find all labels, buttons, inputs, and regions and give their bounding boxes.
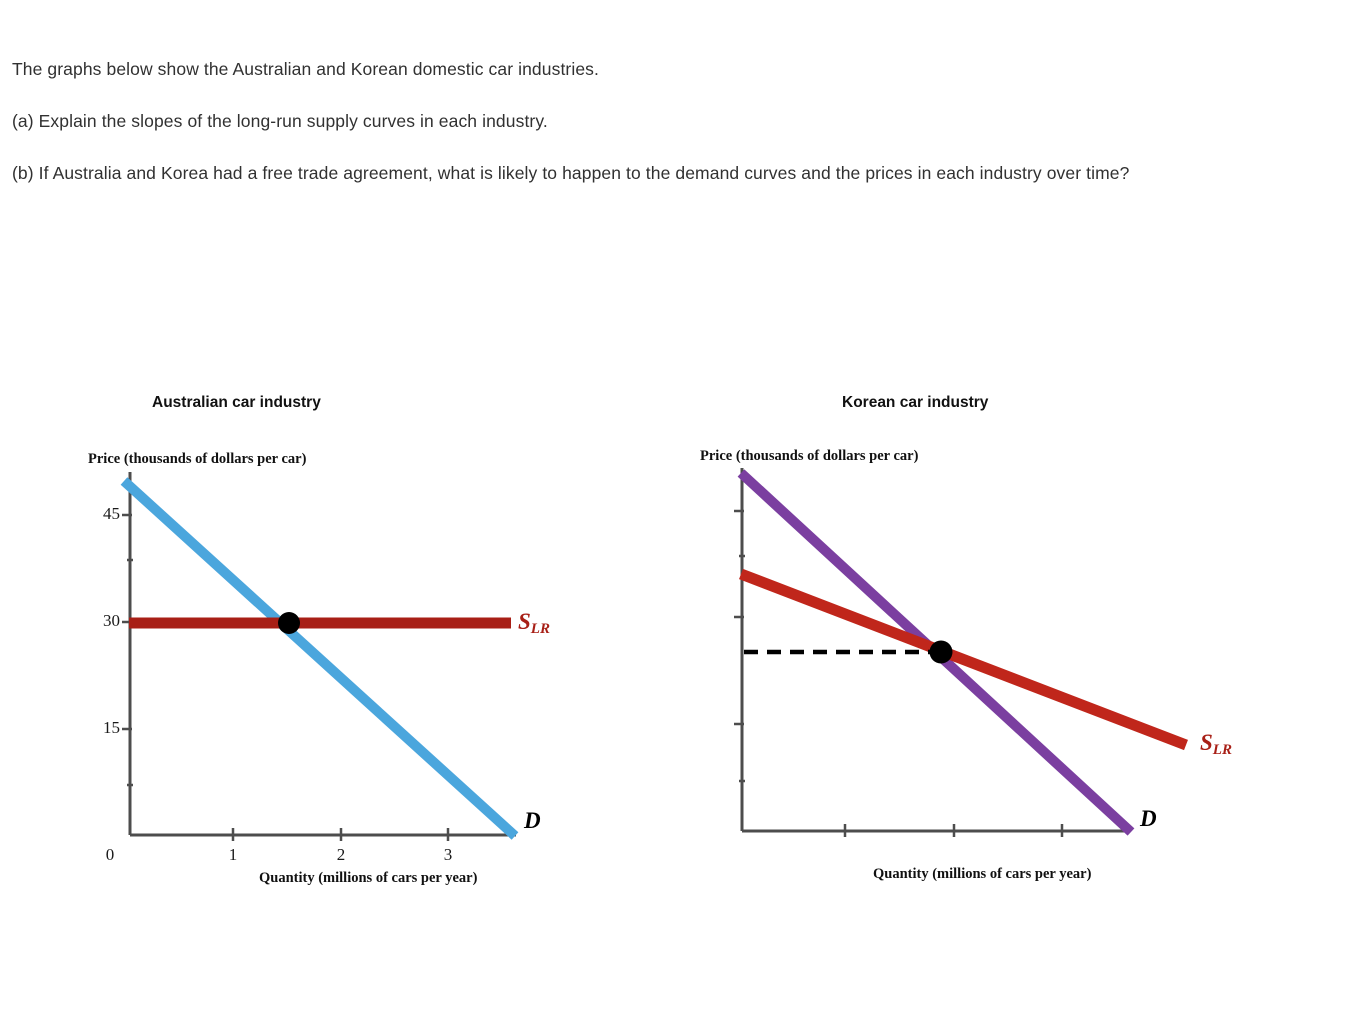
y-tick-label-30-australian: 30 [103,611,120,630]
demand-curve-australian [120,477,519,840]
chart-panel-australian: Australian car industry Price (thousands… [0,0,660,1028]
demand-curve-label-korean: D [1140,806,1157,831]
supply-label-sub-australian: LR [530,621,550,637]
x-axis-title-australian: Quantity (millions of cars per year) [259,870,478,886]
y-axis-title-korean: Price (thousands of dollars per car) [700,448,919,464]
supply-label-sub-korean: LR [1212,742,1232,758]
equilibrium-dot-korean [929,640,953,664]
y-tick-label-45-australian: 45 [103,504,120,523]
y-axis-title-australian: Price (thousands of dollars per car) [88,451,307,467]
x-axis-title-korean: Quantity (millions of cars per year) [873,866,1092,882]
x-tick-label-2-australian: 2 [336,845,346,864]
supply-curve-label-australian: SLR [518,609,550,637]
question-part-a-paragraph: (a) Explain the slopes of the long-run s… [12,111,548,131]
supply-curve-slr-korean [739,568,1188,751]
chart-title-korean: Korean car industry [842,394,989,411]
demand-curve-label-australian: D [524,808,541,833]
supply-curve-label-korean: SLR [1200,730,1232,758]
equilibrium-dot-australian [278,612,300,634]
question-part-b-paragraph: (b) If Australia and Korea had a free tr… [12,163,1130,183]
x-tick-label-1-australian: 1 [228,845,238,864]
supply-label-main-korean: S [1200,730,1213,755]
supply-label-main-australian: S [518,609,531,634]
y-tick-label-15-australian: 15 [103,718,120,737]
plot-svg-korean [734,468,1188,837]
x-tick-label-0-australian: 0 [105,845,115,864]
x-tick-label-3-australian: 3 [443,845,453,864]
plot-svg-australian [120,472,519,841]
question-text-block: The graphs below show the Australian and… [12,56,1312,186]
question-intro-paragraph: The graphs below show the Australian and… [12,59,599,79]
chart-title-australian: Australian car industry [152,394,321,411]
chart-panel-korean: Korean car industry Price (thousands of … [660,0,1352,1028]
